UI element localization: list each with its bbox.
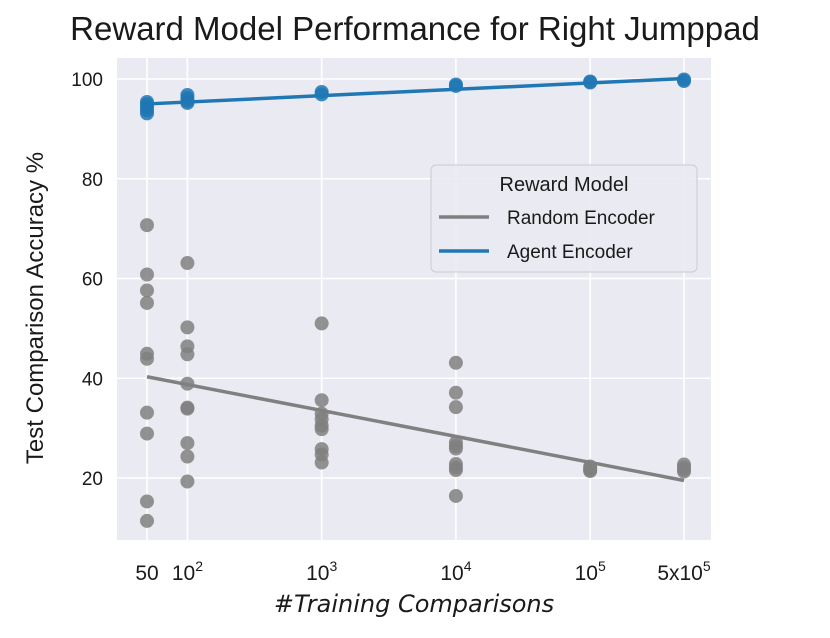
x-tick-label: 105 xyxy=(575,558,606,585)
x-tick-label: 103 xyxy=(306,558,337,585)
x-tick-label: 5x105 xyxy=(657,558,711,585)
data-point xyxy=(180,401,195,416)
data-point xyxy=(448,463,463,478)
x-tick-label: 102 xyxy=(172,558,203,585)
legend-label: Agent Encoder xyxy=(507,242,633,263)
chart-title: Reward Model Performance for Right Jumpp… xyxy=(70,10,760,47)
x-axis-label: #Training Comparisons xyxy=(273,590,555,618)
data-point xyxy=(140,218,154,233)
data-point xyxy=(140,351,154,366)
regression-line xyxy=(146,375,685,483)
data-point xyxy=(677,464,691,479)
legend-box xyxy=(430,164,698,273)
data-point xyxy=(677,73,691,88)
data-point xyxy=(180,436,195,451)
data-point xyxy=(314,316,329,331)
y-tick-label: 80 xyxy=(82,170,103,191)
legend-title: Reward Model xyxy=(500,174,629,196)
data-point xyxy=(140,267,154,282)
y-tick-label: 100 xyxy=(71,70,103,91)
data-point xyxy=(140,405,154,420)
legend-label: Random Encoder xyxy=(507,208,656,229)
data-point xyxy=(140,106,154,121)
data-point xyxy=(140,426,154,441)
x-tick-label: 50 xyxy=(135,562,158,585)
data-point xyxy=(180,449,195,464)
data-point xyxy=(314,393,329,408)
y-tick-label: 60 xyxy=(82,270,103,291)
data-point xyxy=(448,355,463,370)
x-tick-label: 104 xyxy=(440,558,471,585)
data-point xyxy=(314,422,329,437)
y-tick-label: 20 xyxy=(82,469,103,490)
data-point xyxy=(140,283,154,298)
data-point xyxy=(180,474,195,489)
data-point xyxy=(180,320,195,335)
data-point xyxy=(448,400,463,415)
data-point xyxy=(140,494,154,509)
data-point xyxy=(180,256,195,271)
data-point xyxy=(448,488,463,503)
data-point xyxy=(180,347,195,362)
data-point xyxy=(314,455,329,470)
data-point xyxy=(140,513,154,528)
data-point xyxy=(448,441,463,456)
y-tick-label: 40 xyxy=(82,369,103,390)
data-point xyxy=(448,385,463,400)
regression-line xyxy=(146,76,685,106)
data-point xyxy=(140,295,154,310)
data-point xyxy=(583,464,598,479)
plot-background xyxy=(117,58,711,540)
